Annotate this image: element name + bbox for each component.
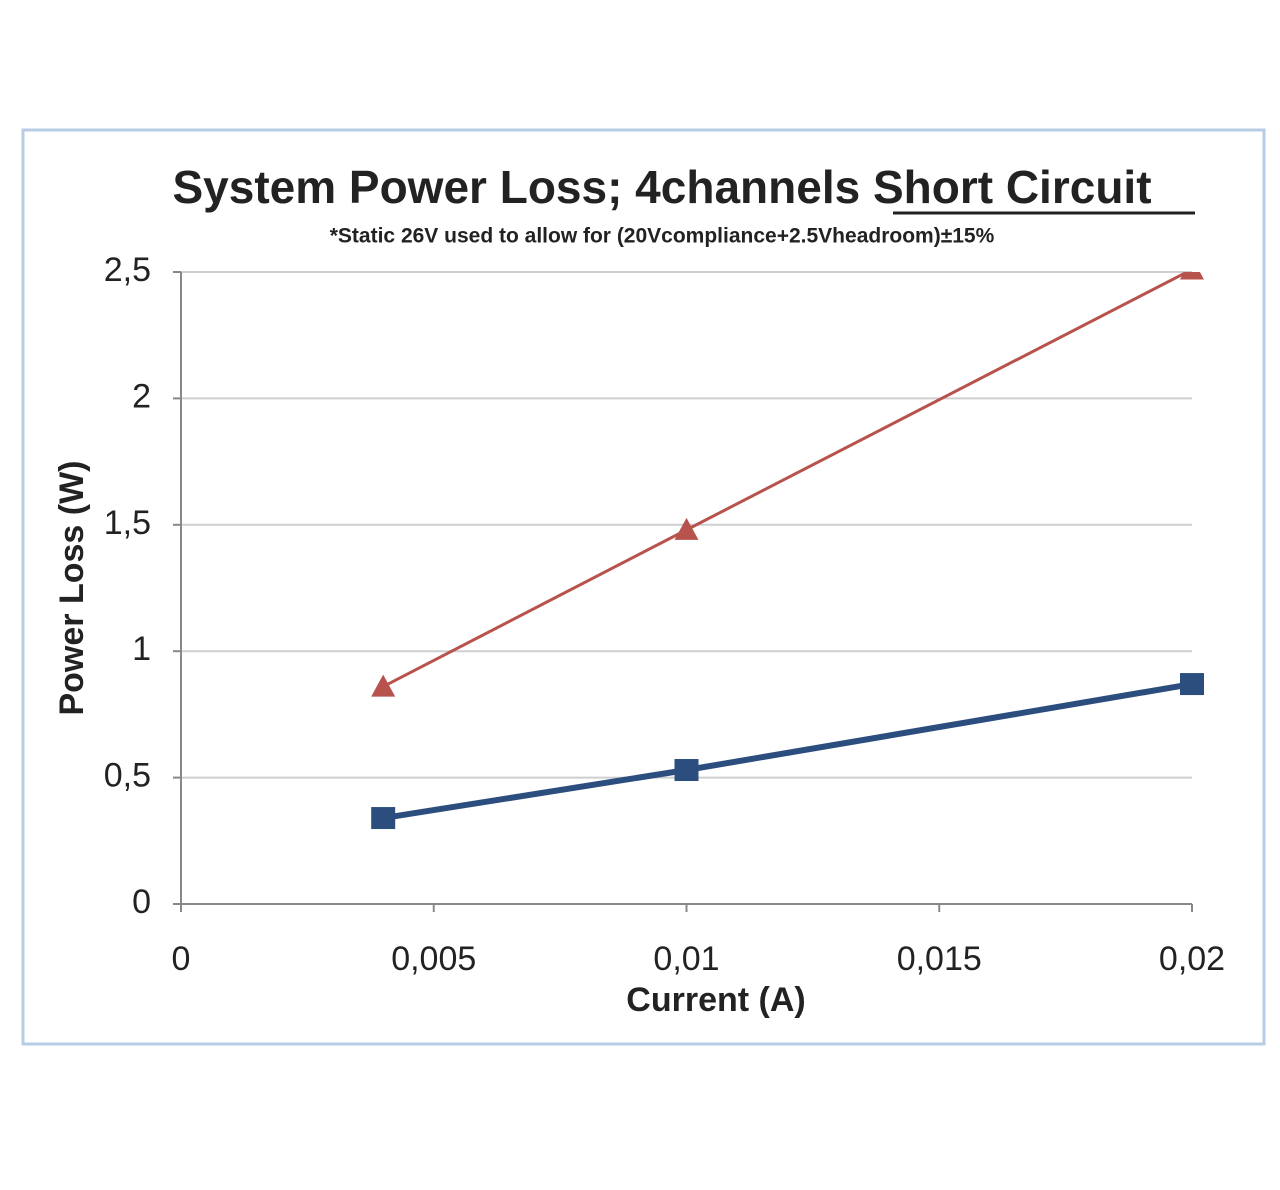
plot-area [371, 272, 1204, 830]
x-tick-label: 0,02 [1159, 940, 1225, 978]
marker [371, 674, 396, 697]
marker [674, 517, 699, 540]
y-tick-label: 2 [132, 377, 151, 415]
chart-frame [21, 128, 1266, 1046]
marker [371, 807, 396, 830]
x-tick-label: 0,005 [391, 940, 476, 978]
marker [1180, 673, 1204, 696]
y-axis-label: Power Loss (W) [53, 460, 91, 715]
y-tick-label: 2,5 [104, 251, 151, 289]
x-tick-label: 0,015 [897, 940, 982, 978]
marker [674, 759, 699, 782]
x-tick-label: 0 [172, 940, 191, 978]
y-tick-label: 0,5 [104, 757, 151, 795]
y-tick-label: 0 [132, 883, 151, 921]
chart-subtitle: *Static 26V used to allow for (20Vcompli… [330, 225, 995, 248]
x-axis-label: Current (A) [626, 981, 805, 1019]
y-tick-label: 1,5 [104, 504, 151, 542]
x-tick-label: 0,01 [653, 940, 719, 978]
marker [1180, 272, 1204, 280]
chart-title: System Power Loss; 4channels Short Circu… [172, 161, 1151, 213]
y-tick-label: 1 [132, 630, 151, 668]
